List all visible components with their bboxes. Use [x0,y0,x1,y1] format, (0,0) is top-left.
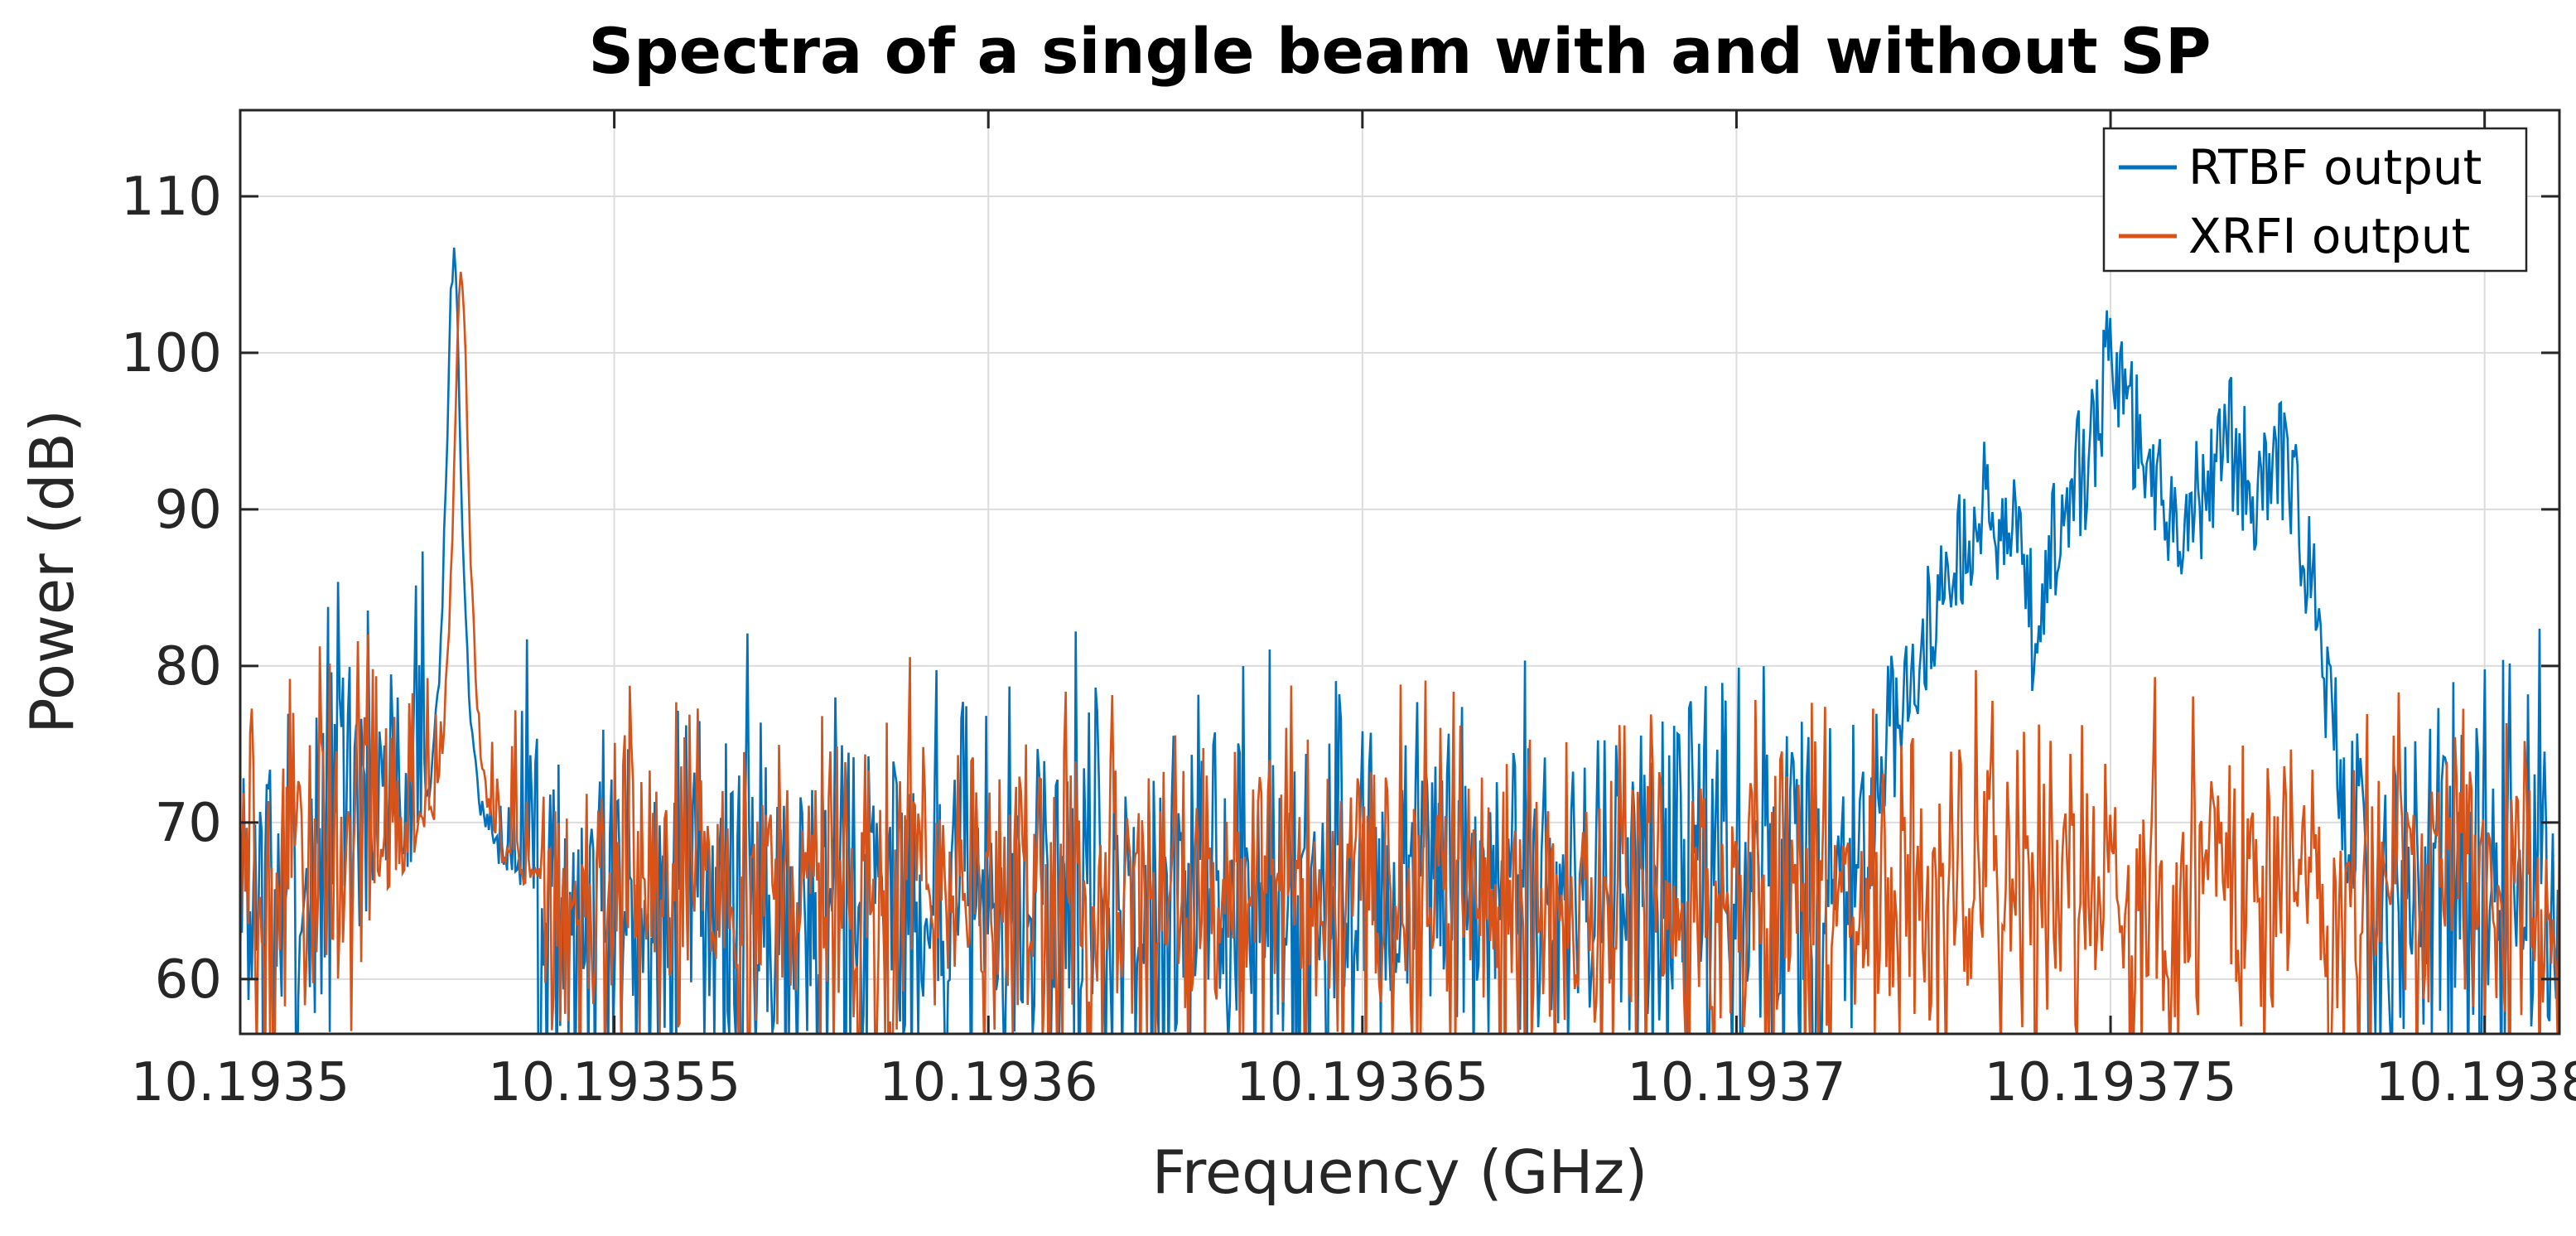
x-tick-label: 10.1936 [879,1052,1098,1113]
x-tick-label: 10.19365 [1236,1052,1488,1113]
axes-box [239,109,2561,1036]
x-tick-label: 10.19375 [1984,1052,2236,1113]
x-tick-label: 10.1935 [131,1052,350,1113]
x-tick-label: 10.19355 [488,1052,740,1113]
y-tick-label: 110 [121,167,222,228]
legend-box [2102,127,2528,273]
series-line-xrfi-output [240,272,2559,1034]
legend-label-xrfi: XRFI output [2188,208,2470,264]
y-axis-label: Power (dB) [17,409,87,734]
ticks: 10.1935 10.19355 10.1936 10.19365 10.1937 10.… [121,110,2576,1113]
series-layer [240,247,2559,1034]
y-tick-label: 70 [155,793,222,854]
chart-title: Spectra of a single beam with and withou… [588,14,2211,88]
x-tick-label: 10.1937 [1627,1052,1846,1113]
x-axis-label: Frequency (GHz) [1152,1137,1648,1207]
y-tick-label: 90 [155,480,222,541]
y-tick-label: 100 [121,323,222,384]
y-tick-label: 80 [155,636,222,698]
y-tick-label: 60 [155,949,222,1011]
x-tick-label: 10.1938 [2375,1052,2576,1113]
legend: RTBF output XRFI output [2102,127,2528,273]
legend-label-rtbf: RTBF output [2188,139,2482,196]
